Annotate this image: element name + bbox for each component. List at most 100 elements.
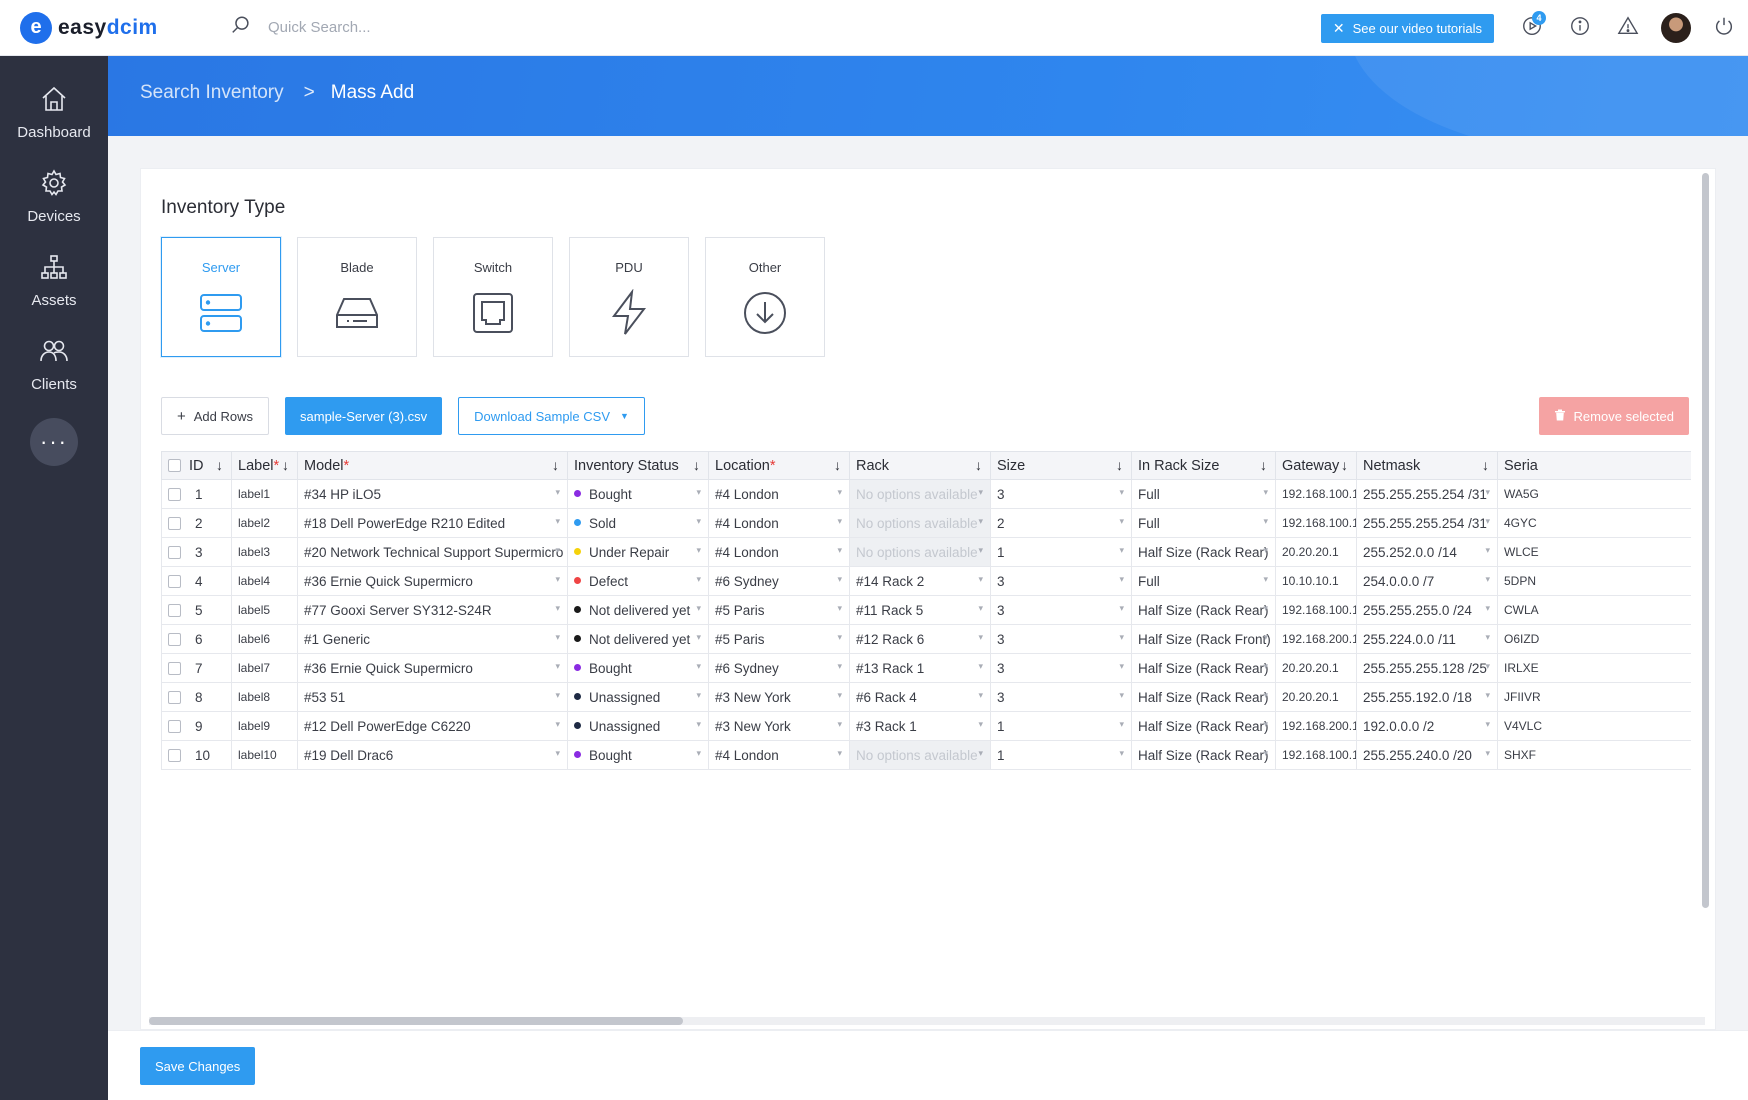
label-input[interactable]: label1 xyxy=(231,479,298,509)
sort-arrow-icon[interactable]: ↓ xyxy=(282,457,289,473)
status-select[interactable]: Bought xyxy=(567,479,709,509)
model-select[interactable]: #19 Dell Drac6 xyxy=(297,740,568,770)
serial-input[interactable]: SHXF xyxy=(1497,740,1691,770)
user-menu[interactable] xyxy=(1652,0,1700,56)
gateway-input[interactable]: 10.10.10.1 xyxy=(1275,566,1357,596)
add-rows-button[interactable]: + Add Rows xyxy=(161,397,270,435)
sort-arrow-icon[interactable]: ↓ xyxy=(1116,457,1123,473)
search-input[interactable] xyxy=(268,19,488,36)
horizontal-scrollbar-thumb[interactable] xyxy=(149,1017,683,1025)
sort-arrow-icon[interactable]: ↓ xyxy=(975,457,982,473)
type-server[interactable]: Server xyxy=(161,237,281,357)
type-blade[interactable]: Blade xyxy=(297,237,417,357)
model-select[interactable]: #18 Dell PowerEdge R210 Edited xyxy=(297,508,568,538)
status-select[interactable]: Defect xyxy=(567,566,709,596)
status-select[interactable]: Sold xyxy=(567,508,709,538)
in-rack-size-select[interactable]: Half Size (Rack Rear) xyxy=(1131,653,1276,683)
info-button[interactable] xyxy=(1556,0,1604,56)
label-input[interactable]: label5 xyxy=(231,595,298,625)
row-checkbox[interactable] xyxy=(168,720,181,734)
rack-select[interactable]: #6 Rack 4 xyxy=(849,682,991,712)
in-rack-size-select[interactable]: Half Size (Rack Front) xyxy=(1131,624,1276,654)
row-checkbox[interactable] xyxy=(168,517,181,531)
serial-input[interactable]: O6IZD xyxy=(1497,624,1691,654)
netmask-select[interactable]: 255.255.192.0 /18 xyxy=(1356,682,1498,712)
model-select[interactable]: #34 HP iLO5 xyxy=(297,479,568,509)
netmask-select[interactable]: 192.0.0.0 /2 xyxy=(1356,711,1498,741)
close-icon[interactable]: ✕ xyxy=(1332,19,1345,36)
column-header[interactable]: Inventory Status ↓ xyxy=(567,451,709,480)
status-select[interactable]: Not delivered yet xyxy=(567,595,709,625)
sort-arrow-icon[interactable]: ↓ xyxy=(1341,457,1348,473)
serial-input[interactable]: IRLXE xyxy=(1497,653,1691,683)
vertical-scrollbar[interactable] xyxy=(1702,173,1709,908)
sort-arrow-icon[interactable]: ↓ xyxy=(834,457,841,473)
location-select[interactable]: #5 Paris xyxy=(708,624,850,654)
label-input[interactable]: label10 xyxy=(231,740,298,770)
gateway-input[interactable]: 20.20.20.1 xyxy=(1275,537,1357,567)
size-select[interactable]: 3 xyxy=(990,682,1132,712)
breadcrumb-search-inventory[interactable]: Search Inventory xyxy=(140,82,284,103)
status-select[interactable]: Not delivered yet xyxy=(567,624,709,654)
play-video-button[interactable]: 4 xyxy=(1508,0,1556,56)
video-tutorials-button[interactable]: ✕ See our video tutorials xyxy=(1320,13,1494,43)
model-select[interactable]: #53 51 xyxy=(297,682,568,712)
gateway-input[interactable]: 20.20.20.1 xyxy=(1275,682,1357,712)
in-rack-size-select[interactable]: Half Size (Rack Rear) xyxy=(1131,740,1276,770)
row-checkbox[interactable] xyxy=(168,691,181,705)
column-header[interactable]: In Rack Size ↓ xyxy=(1131,451,1276,480)
save-changes-button[interactable]: Save Changes xyxy=(140,1047,256,1085)
in-rack-size-select[interactable]: Full xyxy=(1131,479,1276,509)
netmask-select[interactable]: 255.252.0.0 /14 xyxy=(1356,537,1498,567)
in-rack-size-select[interactable]: Half Size (Rack Rear) xyxy=(1131,711,1276,741)
model-select[interactable]: #1 Generic xyxy=(297,624,568,654)
size-select[interactable]: 1 xyxy=(990,711,1132,741)
sort-arrow-icon[interactable]: ↓ xyxy=(552,457,559,473)
sidebar-item-devices[interactable]: Devices xyxy=(0,154,108,238)
size-select[interactable]: 3 xyxy=(990,595,1132,625)
logo[interactable]: e easydcim xyxy=(20,11,200,44)
row-checkbox[interactable] xyxy=(168,604,181,618)
sort-arrow-icon[interactable]: ↓ xyxy=(1260,457,1267,473)
sidebar-item-assets[interactable]: Assets xyxy=(0,238,108,322)
sidebar-item-dashboard[interactable]: Dashboard xyxy=(0,70,108,154)
search-icon[interactable] xyxy=(230,14,252,41)
rack-select[interactable]: #13 Rack 1 xyxy=(849,653,991,683)
row-checkbox[interactable] xyxy=(168,575,181,589)
size-select[interactable]: 2 xyxy=(990,508,1132,538)
model-select[interactable]: #20 Network Technical Support Supermicro xyxy=(297,537,568,567)
in-rack-size-select[interactable]: Half Size (Rack Rear) xyxy=(1131,682,1276,712)
serial-input[interactable]: JFIIVR xyxy=(1497,682,1691,712)
label-input[interactable]: label2 xyxy=(231,508,298,538)
gateway-input[interactable]: 20.20.20.1 xyxy=(1275,653,1357,683)
row-checkbox[interactable] xyxy=(168,546,181,560)
location-select[interactable]: #6 Sydney xyxy=(708,566,850,596)
gateway-input[interactable]: 192.168.200.1 xyxy=(1275,624,1357,654)
remove-selected-button[interactable]: Remove selected xyxy=(1538,397,1689,435)
alerts-button[interactable] xyxy=(1604,0,1652,56)
column-header[interactable]: Rack ↓ xyxy=(849,451,991,480)
row-checkbox[interactable] xyxy=(168,633,181,647)
label-input[interactable]: label4 xyxy=(231,566,298,596)
column-header[interactable]: Gateway ↓ xyxy=(1275,451,1357,480)
gateway-input[interactable]: 192.168.200.1 xyxy=(1275,711,1357,741)
size-select[interactable]: 3 xyxy=(990,566,1132,596)
in-rack-size-select[interactable]: Half Size (Rack Rear) xyxy=(1131,537,1276,567)
csv-file-button[interactable]: sample-Server (3).csv xyxy=(285,397,443,435)
status-select[interactable]: Under Repair xyxy=(567,537,709,567)
label-input[interactable]: label8 xyxy=(231,682,298,712)
rack-select[interactable]: #11 Rack 5 xyxy=(849,595,991,625)
in-rack-size-select[interactable]: Full xyxy=(1131,508,1276,538)
size-select[interactable]: 1 xyxy=(990,537,1132,567)
type-switch[interactable]: Switch xyxy=(433,237,553,357)
model-select[interactable]: #36 Ernie Quick Supermicro xyxy=(297,653,568,683)
location-select[interactable]: #5 Paris xyxy=(708,595,850,625)
in-rack-size-select[interactable]: Full xyxy=(1131,566,1276,596)
gateway-input[interactable]: 192.168.100.1 xyxy=(1275,479,1357,509)
serial-input[interactable]: WLCE xyxy=(1497,537,1691,567)
netmask-select[interactable]: 254.0.0.0 /7 xyxy=(1356,566,1498,596)
location-select[interactable]: #6 Sydney xyxy=(708,653,850,683)
in-rack-size-select[interactable]: Half Size (Rack Rear) xyxy=(1131,595,1276,625)
netmask-select[interactable]: 255.255.255.254 /31 xyxy=(1356,508,1498,538)
label-input[interactable]: label3 xyxy=(231,537,298,567)
